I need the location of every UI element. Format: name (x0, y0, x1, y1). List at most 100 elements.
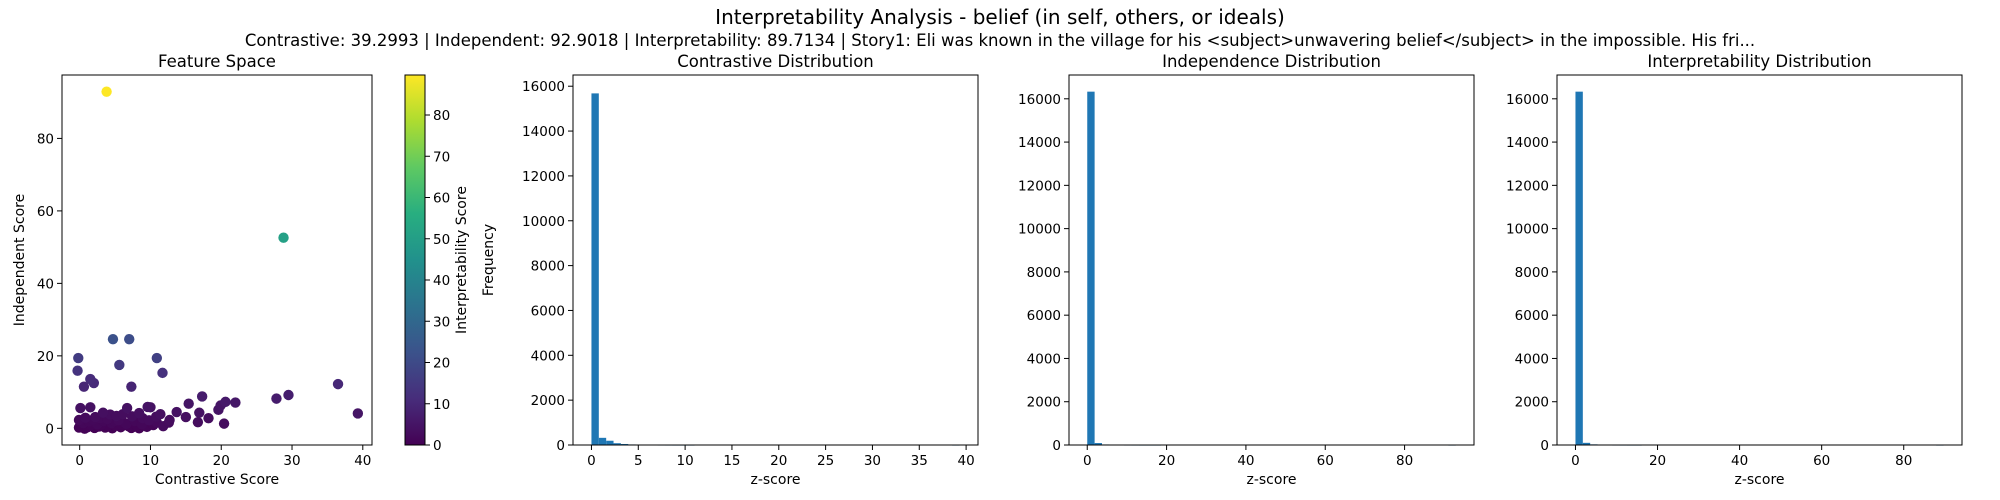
scatter-point (151, 352, 163, 364)
axes-frame (1068, 74, 1475, 446)
x-tick-label: 20 (1158, 453, 1175, 469)
histogram-bar (598, 437, 607, 445)
x-tick-label: 80 (1396, 453, 1413, 469)
y-tick-label: 6000 (531, 303, 565, 319)
colorbar-gradient (404, 74, 426, 446)
scatter-point (171, 406, 182, 418)
x-tick-label: 0 (1083, 453, 1092, 469)
scatter-point (121, 402, 133, 414)
y-tick-label: 14000 (1018, 135, 1061, 151)
y-tick-label: 4000 (531, 348, 565, 364)
scatter-point (220, 396, 231, 408)
x-tick-label: 40 (958, 453, 975, 469)
y-axis-label: Independent Score (12, 194, 28, 326)
scatter-point (114, 359, 125, 371)
independence-distribution-panel: 0 20 40 60 80 0 2000 4000 6000 8000 10000 12000 1400… (1018, 52, 1475, 488)
colorbar-tick-label: 50 (433, 232, 450, 248)
scatter-point (352, 408, 364, 419)
x-tick-label: 30 (864, 453, 881, 469)
scatter-point (121, 418, 132, 430)
scatter-point (332, 378, 344, 390)
scatter-point (218, 418, 230, 429)
panel-title: Contrastive Distribution (677, 52, 874, 71)
y-tick-label: 40 (37, 276, 54, 292)
scatter-point (155, 408, 166, 420)
x-tick-label: 15 (723, 453, 740, 469)
axes-frame (1068, 74, 1475, 446)
y-tick-label: 6000 (1027, 308, 1061, 324)
histogram-bar (613, 443, 621, 445)
y-axis-label: Frequency (481, 224, 497, 296)
x-tick-label: 40 (1731, 453, 1748, 469)
scatter-point (90, 411, 101, 423)
scatter-point (180, 411, 192, 423)
y-tick-label: 10000 (1018, 222, 1061, 238)
y-tick-label: 60 (37, 204, 54, 220)
y-tick-label: 14000 (522, 124, 565, 140)
x-tick-label: 0 (75, 453, 84, 469)
y-tick-label: 12000 (1018, 178, 1061, 194)
x-tick-label: 60 (1813, 453, 1830, 469)
panel-title: Interpretability Distribution (1647, 52, 1871, 71)
histogram-bar (620, 443, 629, 445)
scatter-point (230, 397, 241, 408)
scatter-point (101, 86, 112, 97)
scatter-point (78, 381, 90, 392)
y-tick-label: 0 (1052, 438, 1061, 454)
x-tick-label: 5 (634, 453, 643, 469)
y-tick-label: 0 (1540, 438, 1549, 454)
y-tick-label: 80 (37, 131, 54, 147)
x-tick-label: 20 (213, 453, 230, 469)
panel-title: Independence Distribution (1162, 52, 1381, 71)
x-tick-label: 10 (677, 453, 694, 469)
y-tick-label: 16000 (1018, 92, 1061, 108)
x-axis-label: z-score (750, 472, 800, 488)
x-tick-label: 40 (1237, 453, 1254, 469)
x-tick-label: 20 (770, 453, 787, 469)
colorbar-tick-label: 40 (433, 273, 450, 289)
x-axis-label: z-score (1734, 472, 1784, 488)
scatter-point (271, 393, 282, 404)
y-tick-label: 12000 (1506, 178, 1549, 194)
feature-space-panel: 0 10 20 30 40 0 20 40 60 80 Feature Space Contrasti… (12, 52, 373, 488)
y-tick-label: 8000 (1515, 265, 1549, 281)
scatter-point (157, 367, 168, 379)
y-tick-label: 4000 (1515, 351, 1549, 367)
axes-frame (572, 74, 979, 446)
scatter-point (196, 391, 208, 402)
scatter-point (85, 373, 96, 385)
panel-title: Feature Space (158, 52, 276, 71)
colorbar-tick-label: 30 (433, 314, 450, 330)
scatter-point (133, 407, 145, 419)
y-tick-label: 16000 (1506, 92, 1549, 108)
y-tick-label: 8000 (1027, 265, 1061, 281)
interpretability-colorbar: 0 10 20 30 40 50 60 70 80 Interpretability Score (404, 74, 470, 454)
colorbar-tick-label: 10 (433, 397, 450, 413)
colorbar-tick-label: 20 (433, 356, 450, 372)
x-axis-label: Contrastive Score (155, 472, 279, 488)
scatter-point (107, 333, 119, 345)
scatter-point (142, 401, 153, 413)
y-tick-label: 14000 (1506, 135, 1549, 151)
histogram-bar (591, 93, 599, 445)
axes-frame (61, 74, 373, 446)
histogram-bar (1582, 442, 1591, 445)
y-tick-label: 0 (556, 438, 565, 454)
y-tick-label: 16000 (522, 79, 565, 95)
x-tick-label: 60 (1317, 453, 1334, 469)
x-tick-label: 80 (1895, 453, 1912, 469)
x-tick-label: 20 (1649, 453, 1666, 469)
histogram-bar (606, 440, 614, 445)
scatter-point (80, 412, 91, 424)
axes-frame (1556, 74, 1963, 446)
colorbar-tick-label: 70 (433, 149, 450, 165)
scatter-point (124, 333, 135, 345)
x-tick-label: 0 (587, 453, 596, 469)
x-tick-label: 25 (817, 453, 834, 469)
y-tick-label: 0 (45, 421, 54, 437)
y-tick-label: 6000 (1515, 308, 1549, 324)
interpretability-distribution-panel: 0 20 40 60 80 0 2000 4000 6000 8000 10000 12000 1400… (1506, 52, 1963, 488)
scatter-point (126, 381, 137, 392)
y-tick-label: 4000 (1027, 351, 1061, 367)
